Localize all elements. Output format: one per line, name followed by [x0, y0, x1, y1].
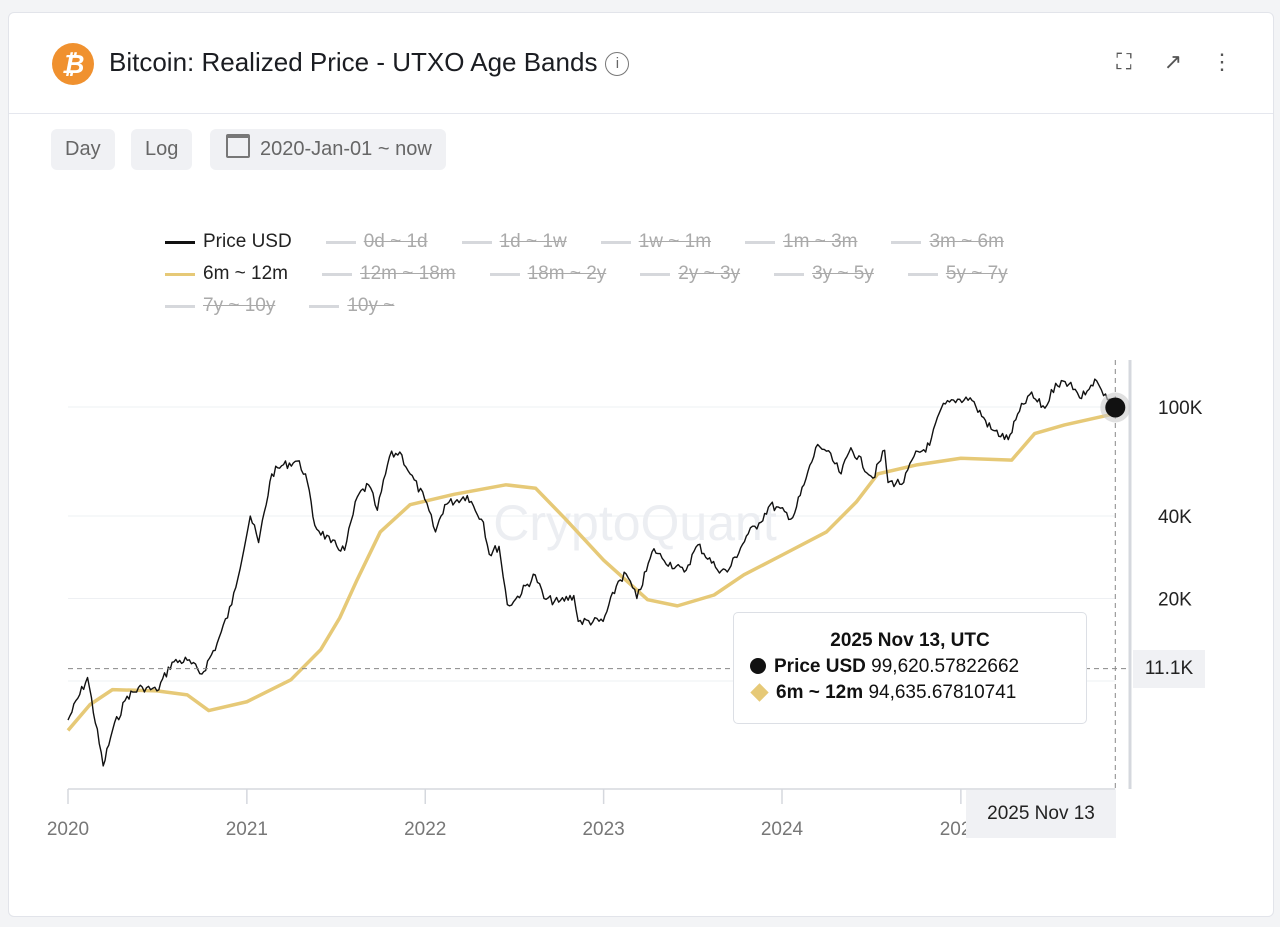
legend-swatch — [907, 272, 938, 276]
tooltip: 2025 Nov 13, UTC Price USD 99,620.578226… — [733, 612, 1087, 724]
calendar-icon — [226, 134, 250, 158]
legend-label: 3m ~ 6m — [929, 231, 1004, 252]
legend: Price USD 0d ~ 1d 1d ~ 1w 1w ~ 1m 1m ~ 3m 3m … — [165, 226, 1165, 322]
legend-item[interactable]: 12m ~ 18m — [322, 258, 456, 290]
legend-item[interactable]: 6m ~ 12m — [165, 258, 288, 290]
legend-swatch — [325, 240, 356, 244]
x-tick-label: 2021 — [226, 819, 268, 840]
tooltip-series-name: 6m ~ 12m — [776, 682, 864, 703]
legend-swatch — [745, 240, 776, 244]
legend-label: Price USD — [203, 231, 292, 252]
crosshair-y-label: 11.1K — [1133, 650, 1205, 688]
legend-label: 6m ~ 12m — [203, 263, 289, 284]
scale-button[interactable]: Log — [131, 129, 193, 170]
legend-swatch — [322, 272, 353, 276]
legend-item[interactable]: 3y ~ 5y — [774, 258, 874, 290]
tooltip-series-name: Price USD — [774, 656, 866, 677]
legend-label: 1d ~ 1w — [499, 231, 567, 252]
bitcoin-logo: ₿ — [52, 43, 94, 85]
x-tick-label: 2023 — [582, 819, 624, 840]
legend-swatch — [309, 304, 340, 308]
legend-item[interactable]: 1d ~ 1w — [461, 226, 567, 258]
fullscreen-icon[interactable]: ⛶ — [1116, 49, 1132, 74]
legend-item[interactable]: 3m ~ 6m — [891, 226, 1004, 258]
tooltip-row-band: 6m ~ 12m 94,635.67810741 — [750, 682, 1086, 704]
chart-title: Bitcoin: Realized Price - UTXO Age Bands… — [109, 47, 630, 78]
y-tick-label: 40K — [1158, 507, 1192, 528]
title-text: Bitcoin: Realized Price - UTXO Age Bands — [109, 47, 598, 77]
legend-label: 5y ~ 7y — [945, 263, 1008, 284]
date-range-text: 2020-Jan-01 ~ now — [260, 138, 432, 160]
legend-item[interactable]: 1m ~ 3m — [745, 226, 857, 258]
watermark-logo: CryptoQuant — [493, 495, 777, 551]
legend-item[interactable]: 18m ~ 2y — [489, 258, 607, 290]
interval-button[interactable]: Day — [51, 129, 115, 170]
more-vertical-icon[interactable]: ⋮ — [1211, 49, 1233, 74]
legend-item[interactable]: 5y ~ 7y — [907, 258, 1008, 290]
legend-label: 7y ~ 10y — [203, 295, 276, 316]
legend-item[interactable]: Price USD — [165, 226, 292, 258]
legend-label: 1m ~ 3m — [783, 231, 858, 252]
legend-item[interactable]: 2y ~ 3y — [640, 258, 740, 290]
circle-marker-icon — [750, 658, 766, 674]
legend-swatch — [165, 272, 195, 276]
diamond-marker-icon — [750, 683, 769, 702]
info-icon[interactable]: i — [605, 52, 630, 76]
legend-row: 6m ~ 12m 12m ~ 18m 18m ~ 2y 2y ~ 3y 3y ~ 5y 5… — [165, 258, 1165, 290]
legend-swatch — [600, 240, 631, 244]
legend-row: Price USD 0d ~ 1d 1d ~ 1w 1w ~ 1m 1m ~ 3m 3m … — [165, 226, 1165, 258]
x-tick-label: 2024 — [761, 819, 804, 840]
tooltip-row-price: Price USD 99,620.57822662 — [750, 656, 1086, 678]
legend-row: 7y ~ 10y 10y ~ — [165, 290, 1165, 322]
legend-label: 10y ~ — [347, 295, 395, 316]
legend-label: 0d ~ 1d — [363, 231, 428, 252]
tooltip-value: 99,620.57822662 — [871, 656, 1020, 677]
hover-point — [1105, 397, 1126, 418]
x-tick-label: 2020 — [47, 819, 89, 840]
legend-item[interactable]: 7y ~ 10y — [165, 290, 275, 322]
card-header: ₿ Bitcoin: Realized Price - UTXO Age Ban… — [9, 13, 1273, 114]
legend-label: 3y ~ 5y — [812, 263, 874, 284]
crosshair-x-label: 2025 Nov 13 — [966, 790, 1116, 838]
price-usd-line — [67, 378, 1116, 767]
y-tick-label: 100K — [1158, 398, 1203, 419]
legend-item[interactable]: 0d ~ 1d — [325, 226, 428, 258]
legend-swatch — [640, 272, 671, 276]
legend-label: 12m ~ 18m — [360, 263, 456, 284]
x-tick-label: 2022 — [404, 819, 446, 840]
external-link-icon[interactable]: ↗ — [1163, 49, 1183, 74]
tooltip-date: 2025 Nov 13, UTC — [830, 630, 990, 651]
tooltip-value: 94,635.67810741 — [868, 682, 1017, 703]
legend-item[interactable]: 1w ~ 1m — [600, 226, 712, 258]
legend-swatch — [774, 272, 805, 276]
date-range-button[interactable]: 2020-Jan-01 ~ now — [210, 129, 446, 170]
legend-item[interactable]: 10y ~ — [309, 290, 394, 322]
legend-swatch — [489, 272, 520, 276]
y-tick-label: 20K — [1158, 590, 1192, 611]
legend-label: 18m ~ 2y — [527, 263, 607, 284]
legend-swatch — [165, 240, 195, 244]
legend-swatch — [165, 304, 195, 308]
legend-swatch — [461, 240, 492, 244]
legend-label: 1w ~ 1m — [638, 231, 712, 252]
legend-swatch — [891, 240, 922, 244]
legend-label: 2y ~ 3y — [678, 263, 741, 284]
